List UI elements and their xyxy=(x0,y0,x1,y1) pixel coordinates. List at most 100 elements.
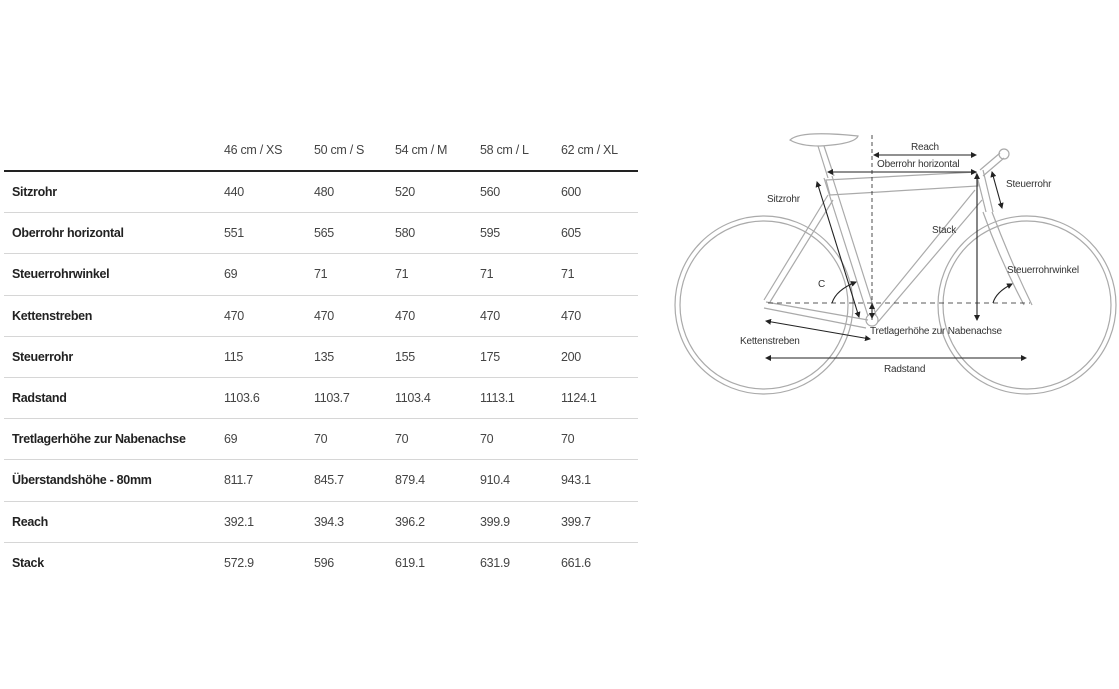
row-value: 1103.6 xyxy=(224,390,260,405)
row-value: 596 xyxy=(314,555,334,570)
bike-outline xyxy=(674,133,1117,395)
row-value: 631.9 xyxy=(480,555,510,570)
row-value: 1124.1 xyxy=(561,390,597,405)
label-bb-drop: Tretlagerhöhe zur Nabenachse xyxy=(870,326,1003,337)
table-row: Stack 572.9 596 619.1 631.9 661.6 xyxy=(4,543,638,583)
label-seat-tube: Sitzrohr xyxy=(767,194,801,205)
rear-wheel-inner xyxy=(679,220,849,390)
row-value: 470 xyxy=(314,308,334,323)
row-label: Überstandshöhe - 80mm xyxy=(12,473,152,488)
row-value: 560 xyxy=(480,185,500,199)
row-value: 135 xyxy=(314,349,334,364)
table-row: Überstandshöhe - 80mm 811.7 845.7 879.4 910.… xyxy=(4,460,638,502)
label-head-tube: Steuerrohr xyxy=(1006,179,1052,190)
row-value: 69 xyxy=(224,432,238,447)
row-value: 565 xyxy=(314,226,334,241)
row-value: 879.4 xyxy=(395,473,425,488)
table-row: Sitzrohr 440 480 520 560 600 xyxy=(4,172,638,214)
row-label: Reach xyxy=(12,514,49,529)
row-value: 845.7 xyxy=(314,473,344,488)
geometry-table: 46 cm / XS 50 cm / S 54 cm / M 58 cm / L… xyxy=(4,130,638,583)
row-value: 1113.1 xyxy=(480,390,515,405)
row-value: 619.1 xyxy=(395,555,425,570)
row-value: 470 xyxy=(561,308,581,323)
table-row: Tretlagerhöhe zur Nabenachse 69 70 70 70 70 xyxy=(4,419,638,461)
head-tube xyxy=(975,169,994,213)
row-value: 605 xyxy=(561,226,581,241)
row-value: 70 xyxy=(480,432,494,447)
row-value: 1103.7 xyxy=(314,390,350,405)
label-chainstay: Kettenstreben xyxy=(740,336,800,347)
column-header: 50 cm / S xyxy=(314,143,365,157)
row-value: 470 xyxy=(480,308,500,323)
row-label: Tretlagerhöhe zur Nabenachse xyxy=(12,432,186,447)
front-wheel-inner xyxy=(942,220,1112,390)
fork xyxy=(982,211,1033,306)
column-header: 62 cm / XL xyxy=(561,143,618,157)
stem xyxy=(979,152,1005,177)
head-tube-arrow xyxy=(990,171,1004,209)
label-reach: Reach xyxy=(911,142,939,153)
seat-tube-arrow xyxy=(815,181,861,318)
row-value: 155 xyxy=(395,349,415,364)
row-label: Kettenstreben xyxy=(12,308,93,323)
row-value: 70 xyxy=(314,432,328,447)
head-angle-arrow xyxy=(992,283,1013,304)
label-top-tube: Oberrohr horizontal xyxy=(877,159,959,170)
seat-angle-arrow xyxy=(831,281,857,304)
row-label: Steuerrohr xyxy=(12,349,73,364)
row-value: 580 xyxy=(395,226,415,241)
row-label: Radstand xyxy=(12,390,67,405)
row-value: 70 xyxy=(395,432,409,447)
row-label: Oberrohr horizontal xyxy=(12,226,124,241)
table-row: Steuerrohrwinkel 69 71 71 71 71 xyxy=(4,254,638,296)
seat-post xyxy=(817,145,835,179)
row-value: 71 xyxy=(395,267,409,282)
row-value: 71 xyxy=(314,267,328,282)
table-header: 46 cm / XS 50 cm / S 54 cm / M 58 cm / L… xyxy=(4,130,638,172)
row-value: 943.1 xyxy=(561,473,591,488)
rear-wheel xyxy=(674,215,854,395)
row-label: Steuerrohrwinkel xyxy=(12,267,110,282)
row-value: 175 xyxy=(480,349,500,364)
row-value: 69 xyxy=(224,267,238,282)
row-label: Sitzrohr xyxy=(12,185,57,199)
column-header: 54 cm / M xyxy=(395,143,448,157)
label-seat-angle: C xyxy=(818,279,825,290)
row-value: 572.9 xyxy=(224,555,254,570)
row-value: 399.9 xyxy=(480,514,510,529)
row-value: 392.1 xyxy=(224,514,254,529)
row-value: 399.7 xyxy=(561,514,591,529)
row-label: Stack xyxy=(12,555,44,570)
label-stack: Stack xyxy=(932,225,957,236)
row-value: 520 xyxy=(395,185,415,199)
row-value: 600 xyxy=(561,185,581,199)
column-header: 46 cm / XS xyxy=(224,143,283,157)
table-row: Oberrohr horizontal 551 565 580 595 605 xyxy=(4,213,638,255)
top-tube xyxy=(825,171,979,196)
column-header: 58 cm / L xyxy=(480,143,529,157)
row-value: 910.4 xyxy=(480,473,510,488)
row-value: 70 xyxy=(561,432,575,447)
label-wheelbase: Radstand xyxy=(884,364,925,375)
seat-tube xyxy=(823,175,877,317)
row-value: 480 xyxy=(314,185,334,199)
row-value: 115 xyxy=(224,349,244,364)
handlebar xyxy=(998,148,1010,160)
dimension-lines xyxy=(765,135,1030,361)
row-value: 470 xyxy=(395,308,415,323)
table-row: Radstand 1103.6 1103.7 1103.4 1113.1 1124.1 xyxy=(4,378,638,420)
row-value: 71 xyxy=(480,267,494,282)
row-value: 661.6 xyxy=(561,555,591,570)
row-value: 595 xyxy=(480,226,500,241)
row-value: 71 xyxy=(561,267,575,282)
row-value: 200 xyxy=(561,349,581,364)
front-wheel xyxy=(937,215,1117,395)
down-tube xyxy=(873,189,983,323)
chainstay-arrow xyxy=(765,318,871,342)
table-row: Kettenstreben 470 470 470 470 470 xyxy=(4,296,638,337)
table-row: Reach 392.1 394.3 396.2 399.9 399.7 xyxy=(4,502,638,543)
saddle xyxy=(789,133,859,147)
row-value: 1103.4 xyxy=(395,390,431,405)
